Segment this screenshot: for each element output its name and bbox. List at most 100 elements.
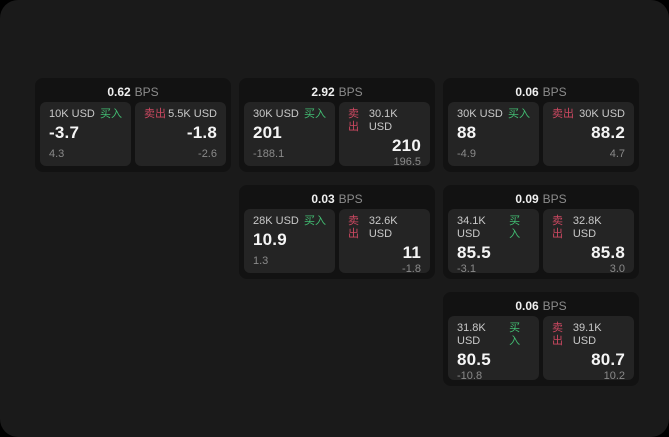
buy-panel[interactable]: 28K USD 买入 10.9 1.3 xyxy=(244,209,335,273)
buy-panel-header: 28K USD 买入 xyxy=(253,215,326,228)
bps-unit-label: BPS xyxy=(542,85,567,99)
buy-panel[interactable]: 30K USD 买入 88 -4.9 xyxy=(448,102,539,166)
buy-price: -3.7 xyxy=(49,123,80,142)
quote-panels: 34.1K USD 买入 85.5 -3.1 卖出 32.8K USD 85.8… xyxy=(448,209,634,275)
sell-change: 3.0 xyxy=(609,263,625,275)
quote-card: 0.06 BPS 31.8K USD 买入 80.5 -10.8 卖出 39.1… xyxy=(443,292,639,386)
sell-side-label: 卖出 xyxy=(552,322,563,347)
sell-panel-header: 卖出 5.5K USD xyxy=(144,108,217,121)
sell-side-label: 卖出 xyxy=(552,215,563,240)
sell-side-label: 卖出 xyxy=(552,108,574,120)
bps-value: 0.62 xyxy=(107,85,131,99)
buy-amount: 10K USD xyxy=(49,108,95,120)
sell-panel[interactable]: 卖出 30.1K USD 210 196.5 xyxy=(339,102,430,168)
quote-panels: 30K USD 买入 88 -4.9 卖出 30K USD 88.2 4.7 xyxy=(448,102,634,166)
quote-panels: 31.8K USD 买入 80.5 -10.8 卖出 39.1K USD 80.… xyxy=(448,316,634,382)
bps-value: 0.09 xyxy=(515,192,539,206)
bps-value: 0.06 xyxy=(515,299,539,313)
sell-price: -1.8 xyxy=(186,123,217,142)
sell-price: 80.7 xyxy=(591,350,625,369)
sell-amount: 30.1K USD xyxy=(368,108,398,133)
buy-side-label: 买入 xyxy=(509,322,521,347)
bps-value: 0.03 xyxy=(311,192,335,206)
sell-amount: 5.5K USD xyxy=(168,108,217,120)
quote-panels: 28K USD 买入 10.9 1.3 卖出 32.6K USD 11 -1.8 xyxy=(244,209,430,275)
bps-unit-label: BPS xyxy=(542,192,567,206)
sell-panel-header: 卖出 32.6K USD xyxy=(348,215,421,241)
sell-price: 88.2 xyxy=(591,123,625,142)
buy-price: 10.9 xyxy=(253,230,287,249)
quote-card: 0.62 BPS 10K USD 买入 -3.7 4.3 卖出 5.5K USD… xyxy=(35,78,231,172)
buy-panel-header: 30K USD 买入 xyxy=(457,108,530,121)
buy-amount: 31.8K USD xyxy=(457,322,486,347)
sell-side-label: 卖出 xyxy=(144,108,166,120)
buy-price: 88 xyxy=(457,123,477,142)
sell-price: 11 xyxy=(402,243,421,262)
buy-amount: 34.1K USD xyxy=(457,215,486,240)
sell-change: 10.2 xyxy=(603,370,625,382)
sell-panel[interactable]: 卖出 5.5K USD -1.8 -2.6 xyxy=(135,102,226,166)
bps-header: 0.06 BPS xyxy=(448,297,634,316)
buy-side-label: 买入 xyxy=(509,215,521,240)
bps-header: 0.09 BPS xyxy=(448,190,634,209)
buy-amount: 28K USD xyxy=(253,215,299,227)
buy-side-label: 买入 xyxy=(304,108,326,120)
quote-card: 2.92 BPS 30K USD 买入 201 -188.1 卖出 30.1K … xyxy=(239,78,435,172)
buy-panel-header: 10K USD 买入 xyxy=(49,108,122,121)
sell-change: -2.6 xyxy=(198,148,217,160)
sell-panel[interactable]: 卖出 32.6K USD 11 -1.8 xyxy=(339,209,430,275)
bps-unit-label: BPS xyxy=(542,299,567,313)
quote-panels: 10K USD 买入 -3.7 4.3 卖出 5.5K USD -1.8 -2.… xyxy=(40,102,226,166)
bps-header: 0.62 BPS xyxy=(40,83,226,102)
sell-amount: 39.1K USD xyxy=(572,322,602,347)
buy-side-label: 买入 xyxy=(508,108,530,120)
sell-price: 210 xyxy=(392,136,421,155)
quote-card: 0.03 BPS 28K USD 买入 10.9 1.3 卖出 32.6K US… xyxy=(239,185,435,279)
sell-panel[interactable]: 卖出 32.8K USD 85.8 3.0 xyxy=(543,209,634,275)
sell-side-label: 卖出 xyxy=(348,108,359,133)
sell-amount: 32.6K USD xyxy=(368,215,398,240)
quote-card: 0.06 BPS 30K USD 买入 88 -4.9 卖出 30K USD 8… xyxy=(443,78,639,172)
sell-change: 196.5 xyxy=(393,156,421,168)
buy-panel[interactable]: 31.8K USD 买入 80.5 -10.8 xyxy=(448,316,539,382)
sell-panel[interactable]: 卖出 30K USD 88.2 4.7 xyxy=(543,102,634,166)
buy-panel-header: 31.8K USD 买入 xyxy=(457,322,530,348)
buy-change: -10.8 xyxy=(457,370,483,382)
buy-panel-header: 30K USD 买入 xyxy=(253,108,326,121)
sell-panel-header: 卖出 30.1K USD xyxy=(348,108,421,134)
buy-price: 80.5 xyxy=(457,350,491,369)
sell-side-label: 卖出 xyxy=(348,215,359,240)
sell-change: 4.7 xyxy=(609,148,625,160)
bps-header: 0.06 BPS xyxy=(448,83,634,102)
bps-unit-label: BPS xyxy=(134,85,159,99)
buy-panel-header: 34.1K USD 买入 xyxy=(457,215,530,241)
buy-side-label: 买入 xyxy=(304,215,326,227)
bps-unit-label: BPS xyxy=(338,192,363,206)
buy-amount: 30K USD xyxy=(457,108,503,120)
buy-panel[interactable]: 30K USD 买入 201 -188.1 xyxy=(244,102,335,166)
buy-panel[interactable]: 34.1K USD 买入 85.5 -3.1 xyxy=(448,209,539,275)
sell-panel-header: 卖出 32.8K USD xyxy=(552,215,625,241)
sell-panel[interactable]: 卖出 39.1K USD 80.7 10.2 xyxy=(543,316,634,382)
buy-change: -188.1 xyxy=(253,148,285,160)
buy-price: 85.5 xyxy=(457,243,491,262)
buy-amount: 30K USD xyxy=(253,108,299,120)
sell-panel-header: 卖出 39.1K USD xyxy=(552,322,625,348)
sell-amount: 32.8K USD xyxy=(572,215,602,240)
quote-card: 0.09 BPS 34.1K USD 买入 85.5 -3.1 卖出 32.8K… xyxy=(443,185,639,279)
bps-unit-label: BPS xyxy=(338,85,363,99)
bps-header: 0.03 BPS xyxy=(244,190,430,209)
buy-price: 201 xyxy=(253,123,282,142)
sell-price: 85.8 xyxy=(591,243,625,262)
bps-value: 0.06 xyxy=(515,85,539,99)
buy-change: 1.3 xyxy=(253,255,269,267)
buy-side-label: 买入 xyxy=(100,108,122,120)
buy-change: -3.1 xyxy=(457,263,476,275)
buy-change: -4.9 xyxy=(457,148,476,160)
quote-panels: 30K USD 买入 201 -188.1 卖出 30.1K USD 210 1… xyxy=(244,102,430,168)
buy-panel[interactable]: 10K USD 买入 -3.7 4.3 xyxy=(40,102,131,166)
bps-value: 2.92 xyxy=(311,85,335,99)
sell-change: -1.8 xyxy=(402,263,421,275)
sell-panel-header: 卖出 30K USD xyxy=(552,108,625,121)
